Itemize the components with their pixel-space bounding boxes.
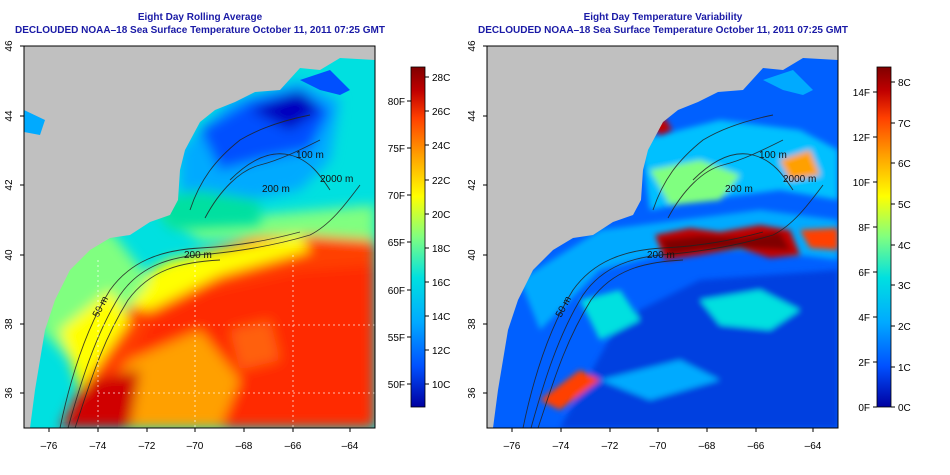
colorbar-label: 28C: [432, 73, 450, 84]
colorbar-label: 18C: [432, 244, 450, 255]
x-tick-label: –72: [602, 441, 619, 452]
x-axis: –76 –74 –72 –70 –68 –66 –64: [41, 428, 359, 452]
colorbar-label: 22C: [432, 176, 450, 187]
y-tick-label: 40: [467, 249, 478, 261]
y-tick-label: 36: [4, 387, 15, 399]
colorbar-label: 4C: [898, 241, 911, 252]
colorbar-label: 75F: [388, 144, 405, 155]
contour-label: 100 m: [759, 150, 787, 161]
colorbar-label: 20C: [432, 210, 450, 221]
colorbar-sst: 28C 26C 24C 22C 20C 18C 16C 14C 12C 10C …: [388, 66, 450, 408]
x-tick-label: –76: [41, 441, 58, 452]
contour-label: 200 m: [647, 250, 675, 261]
colorbar-label: 0F: [858, 403, 870, 414]
colorbar-label: 2C: [898, 322, 911, 333]
y-tick-label: 38: [467, 318, 478, 330]
panel-sst-variability: Eight Day Temperature Variability DECLOU…: [467, 12, 911, 452]
colorbar-label: 1C: [898, 363, 911, 374]
colorbar-label: 12C: [432, 346, 450, 357]
contour-label: 100 m: [296, 150, 324, 161]
panel-sst-average: Eight Day Rolling Average DECLOUDED NOAA…: [4, 12, 450, 452]
colorbar-label: 3C: [898, 281, 911, 292]
x-tick-label: –64: [805, 441, 822, 452]
colorbar-label: 26C: [432, 107, 450, 118]
y-tick-label: 46: [4, 40, 15, 52]
colorbar-label: 2F: [858, 358, 870, 369]
y-tick-label: 46: [467, 40, 478, 52]
colorbar-label: 6C: [898, 159, 911, 170]
contour-label: 200 m: [725, 184, 753, 195]
y-tick-label: 44: [467, 110, 478, 122]
colorbar-label: 0C: [898, 403, 911, 414]
y-tick-label: 42: [467, 179, 478, 191]
colorbar-label: 70F: [388, 191, 405, 202]
colorbar-label: 6F: [858, 268, 870, 279]
contour-label: 200 m: [262, 184, 290, 195]
x-axis: –76 –74 –72 –70 –68 –66 –64: [504, 428, 822, 452]
land-mass: [24, 46, 375, 428]
contour-label: 2000 m: [783, 174, 816, 185]
colorbar-label: 7C: [898, 119, 911, 130]
colorbar-label: 65F: [388, 238, 405, 249]
x-tick-label: –66: [748, 441, 765, 452]
colorbar-label: 16C: [432, 278, 450, 289]
colorbar-label: 60F: [388, 286, 405, 297]
land-mass: [487, 46, 838, 428]
x-tick-label: –70: [187, 441, 204, 452]
y-tick-label: 44: [4, 110, 15, 122]
panel-subtitle: DECLOUDED NOAA–18 Sea Surface Temperatur…: [478, 25, 848, 36]
colorbar-label: 80F: [388, 97, 405, 108]
contour-label: 2000 m: [320, 174, 353, 185]
y-axis: 46 44 42 40 38 36: [4, 40, 24, 399]
colorbar-label: 24C: [432, 141, 450, 152]
panel-title: Eight Day Rolling Average: [138, 12, 263, 23]
x-tick-label: –66: [285, 441, 302, 452]
colorbar-variability: 14F 12F 10F 8F 6F 4F 2F 0F 8C 7C 6C 5C 4…: [853, 66, 911, 414]
colorbar-label: 14F: [853, 88, 870, 99]
x-tick-label: –76: [504, 441, 521, 452]
colorbar-label: 50F: [388, 380, 405, 391]
y-axis: 46 44 42 40 38 36: [467, 40, 487, 399]
colorbar-label: 10C: [432, 380, 450, 391]
colorbar-label: 12F: [853, 133, 870, 144]
colorbar-label: 4F: [858, 313, 870, 324]
x-tick-label: –74: [90, 441, 107, 452]
colorbar-label: 10F: [853, 178, 870, 189]
x-tick-label: –74: [553, 441, 570, 452]
colorbar-label: 8F: [858, 223, 870, 234]
colorbar-label: 55F: [388, 333, 405, 344]
y-tick-label: 40: [4, 249, 15, 261]
y-tick-label: 38: [4, 318, 15, 330]
x-tick-label: –72: [139, 441, 156, 452]
x-tick-label: –68: [699, 441, 716, 452]
panel-subtitle: DECLOUDED NOAA–18 Sea Surface Temperatur…: [15, 25, 385, 36]
y-tick-label: 42: [4, 179, 15, 191]
x-tick-label: –64: [342, 441, 359, 452]
sst-map: 100 m 200 m 2000 m 200 m 50 m: [24, 46, 375, 428]
y-tick-label: 36: [467, 387, 478, 399]
contour-label: 200 m: [184, 250, 212, 261]
colorbar-label: 5C: [898, 200, 911, 211]
x-tick-label: –68: [236, 441, 253, 452]
variability-map: 100 m 200 m 2000 m 200 m 50 m: [487, 46, 838, 428]
colorbar-label: 14C: [432, 312, 450, 323]
x-tick-label: –70: [650, 441, 667, 452]
colorbar-label: 8C: [898, 78, 911, 89]
panel-title: Eight Day Temperature Variability: [584, 12, 743, 23]
